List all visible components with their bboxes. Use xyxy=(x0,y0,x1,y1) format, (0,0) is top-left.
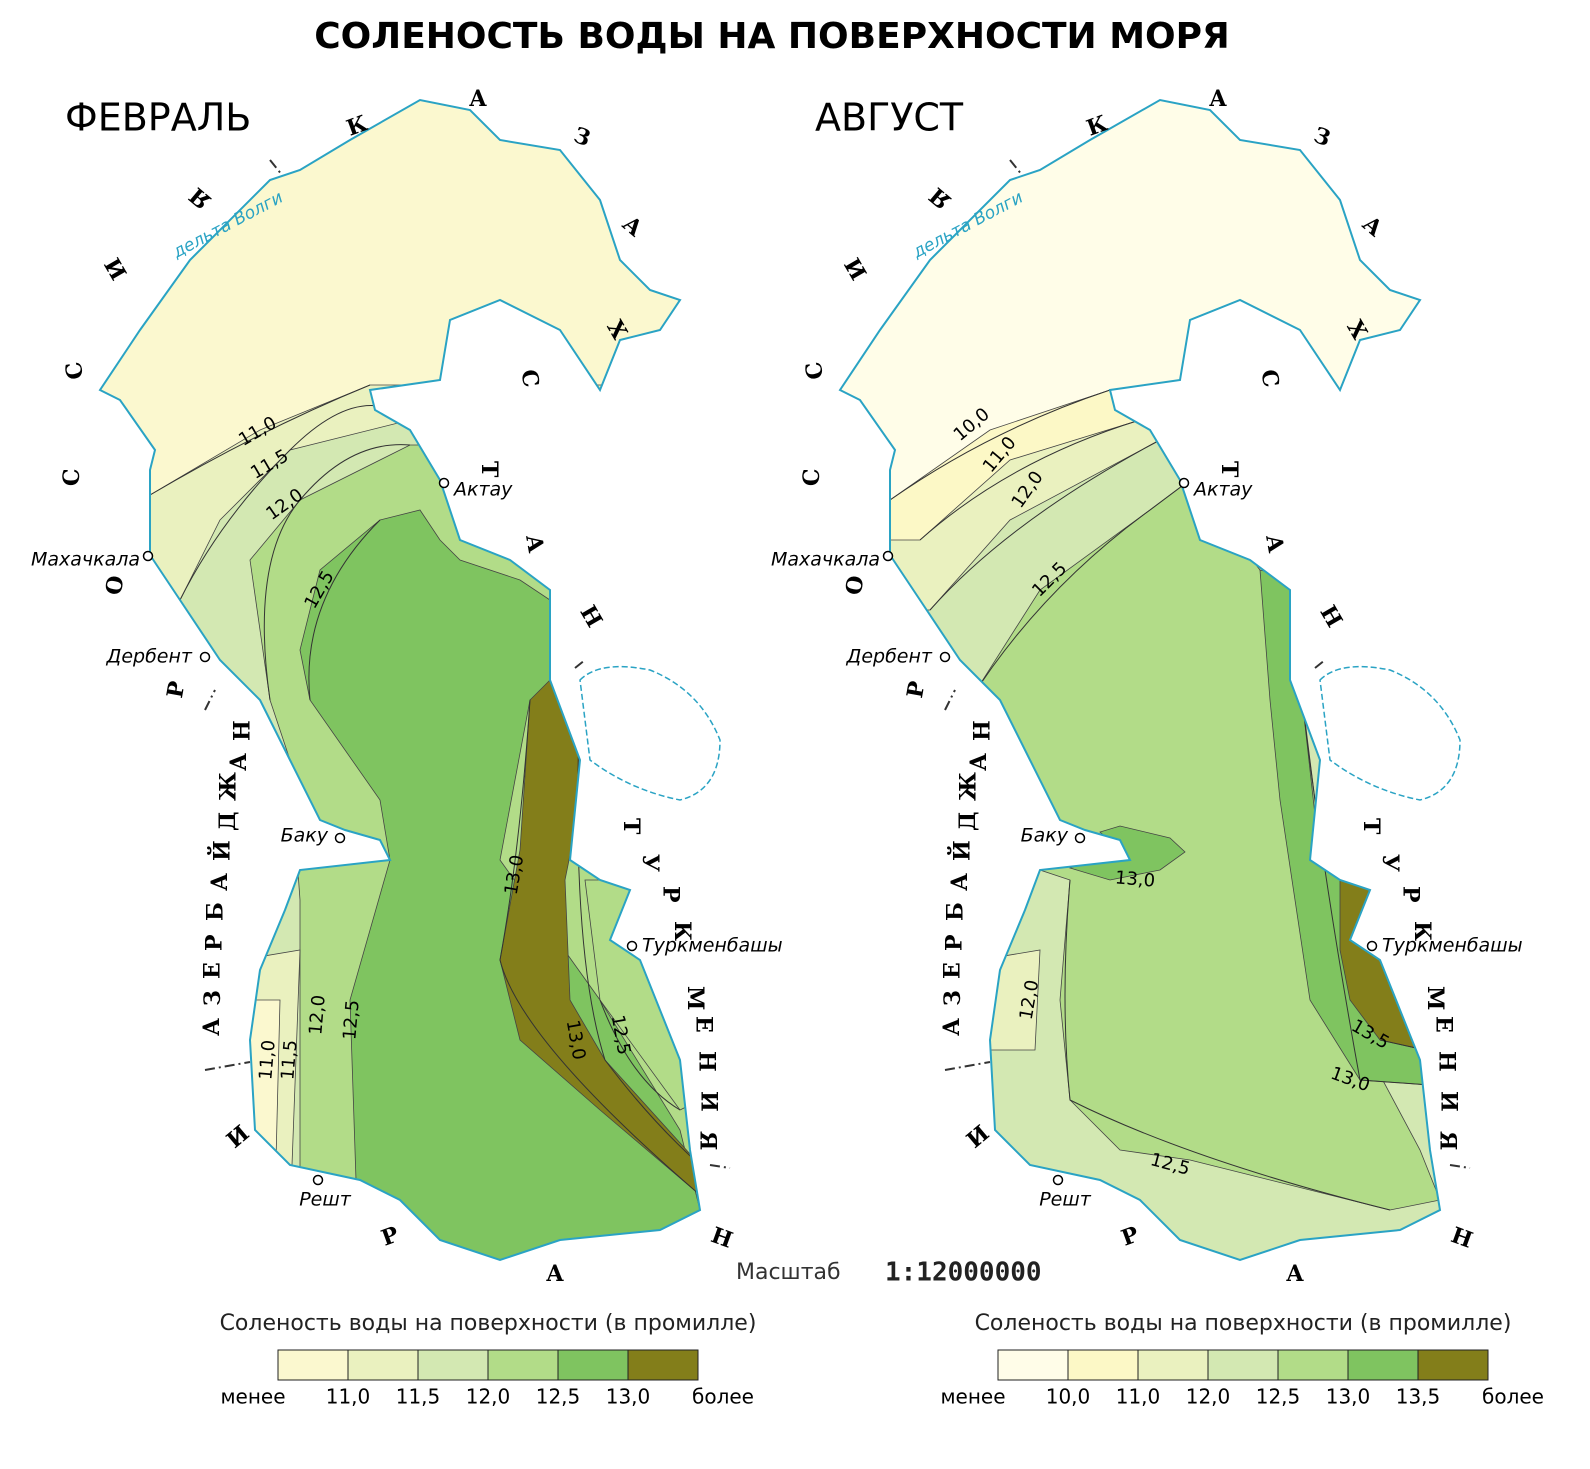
city-dot xyxy=(438,477,450,489)
scale-label: Масштаб xyxy=(736,1260,841,1285)
city-label: Решт xyxy=(1039,1189,1092,1211)
legend-swatch xyxy=(1347,1349,1419,1381)
month: ФЕВРАЛЬ xyxy=(65,96,251,140)
city-label: Решт xyxy=(299,1189,352,1211)
legend-break: 12,0 xyxy=(466,1385,511,1409)
isoline xyxy=(599,999,681,1111)
legend-title: Соленость воды на поверхности (в промилл… xyxy=(220,1311,757,1336)
city-dot xyxy=(1178,477,1190,489)
city-label: Актау xyxy=(452,479,513,501)
legend-title: Соленость воды на поверхности (в промилл… xyxy=(975,1311,1512,1336)
isoline-label: 11,5 xyxy=(277,1039,301,1081)
city-dot xyxy=(312,1174,324,1186)
legend-swatch xyxy=(347,1349,419,1381)
city-dot xyxy=(199,651,211,663)
legend-swatch xyxy=(1207,1349,1279,1381)
legend-break: 11,0 xyxy=(1116,1385,1161,1409)
legend-below: менее xyxy=(940,1385,1005,1409)
coastline xyxy=(838,98,1442,1262)
legend-break: 11,0 xyxy=(326,1385,371,1409)
isoline xyxy=(929,439,1161,611)
isoline-label: 12,5 xyxy=(339,999,363,1041)
city-label: Туркменбашы xyxy=(642,935,783,957)
isoline xyxy=(263,444,411,701)
country-label: АЗЕРБАЙДЖАН xyxy=(939,720,996,1036)
legend-swatch xyxy=(627,1349,699,1381)
legend-swatch xyxy=(557,1349,629,1381)
legend-swatch xyxy=(1277,1349,1349,1381)
legend-above: более xyxy=(692,1385,754,1409)
isoline-label: 13,0 xyxy=(1114,867,1156,891)
city-label: Актау xyxy=(1192,479,1253,501)
city-dot xyxy=(1052,1174,1064,1186)
border xyxy=(944,159,1471,1169)
isoline xyxy=(308,519,381,701)
kara-bogaz-gol xyxy=(579,665,721,801)
legend-break: 10,0 xyxy=(1046,1385,1091,1409)
coastline xyxy=(98,98,702,1262)
city-dot xyxy=(939,651,951,663)
legend-break: 11,5 xyxy=(396,1385,441,1409)
city-dot xyxy=(142,550,154,562)
city-label: Баку xyxy=(1021,825,1069,847)
scale-value: 1:12000000 xyxy=(885,1258,1042,1288)
legend-swatch xyxy=(1417,1349,1489,1381)
legend-break: 12,0 xyxy=(1186,1385,1231,1409)
legend-above: более xyxy=(1482,1385,1544,1409)
city-label: Баку xyxy=(281,825,329,847)
kara-bogaz-gol xyxy=(1319,665,1461,801)
month: АВГУСТ xyxy=(815,96,964,140)
isoline-label: 12,0 xyxy=(305,994,329,1036)
city-label: Туркменбашы xyxy=(1382,935,1523,957)
legend-below: менее xyxy=(220,1385,285,1409)
isoline xyxy=(1299,679,1431,1086)
isoline xyxy=(149,384,371,496)
city-label: Махачкала xyxy=(31,549,140,571)
legend-break: 13,0 xyxy=(606,1385,651,1409)
isoline xyxy=(889,389,1111,501)
legend-break: 12,5 xyxy=(536,1385,581,1409)
legend-swatch xyxy=(1137,1349,1209,1381)
city-dot xyxy=(882,550,894,562)
country-label: АЗЕРБАЙДЖАН xyxy=(199,720,256,1036)
city-dot xyxy=(1074,832,1086,844)
city-label: Махачкала xyxy=(771,549,880,571)
city-dot xyxy=(1366,940,1378,952)
legend-swatch xyxy=(487,1349,559,1381)
legend-break: 12,5 xyxy=(1256,1385,1301,1409)
legend-swatch xyxy=(277,1349,349,1381)
border xyxy=(204,159,731,1169)
legend-swatch xyxy=(417,1349,489,1381)
isoline xyxy=(969,479,1191,701)
city-dot xyxy=(334,832,346,844)
isoline xyxy=(499,699,700,1196)
legend-swatch xyxy=(1067,1349,1139,1381)
isoline xyxy=(919,419,1141,541)
city-label: Дербент xyxy=(846,646,933,668)
title: СОЛЕНОСТЬ ВОДЫ НА ПОВЕРХНОСТИ МОРЯ xyxy=(314,16,1229,57)
salinity-zone xyxy=(969,479,1440,1211)
city-dot xyxy=(626,940,638,952)
legend-swatch xyxy=(997,1349,1069,1381)
legend-break: 13,0 xyxy=(1326,1385,1371,1409)
legend-break: 13,5 xyxy=(1396,1385,1441,1409)
city-label: Дербент xyxy=(106,646,193,668)
isoline xyxy=(1064,879,1391,1211)
isoline-label: 11,0 xyxy=(255,1039,279,1081)
